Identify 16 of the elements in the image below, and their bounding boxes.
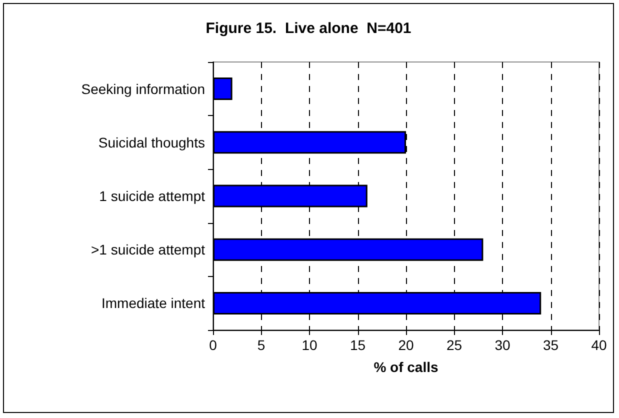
y-tick-label: Suicidal thoughts xyxy=(98,134,205,150)
y-tick-label: Seeking information xyxy=(81,80,205,97)
x-tick-label: 0 xyxy=(209,337,218,353)
x-tick-label: 15 xyxy=(350,337,366,353)
y-tick-label: 1 suicide attempt xyxy=(99,188,206,204)
x-tick-label: 25 xyxy=(446,337,462,353)
x-tick-label: 10 xyxy=(302,337,318,353)
y-tick-label: Immediate intent xyxy=(102,295,206,312)
x-tick-label: 20 xyxy=(398,337,414,353)
chart-title: Figure 15. Live alone N=401 xyxy=(206,20,412,37)
x-tick-label: 40 xyxy=(591,337,607,353)
x-tick-label: 35 xyxy=(542,337,559,353)
x-tick-label: 30 xyxy=(494,337,510,353)
x-tick-label: 5 xyxy=(257,337,266,353)
x-axis-title: % of calls xyxy=(374,359,438,375)
y-tick-label: >1 suicide attempt xyxy=(90,242,206,258)
